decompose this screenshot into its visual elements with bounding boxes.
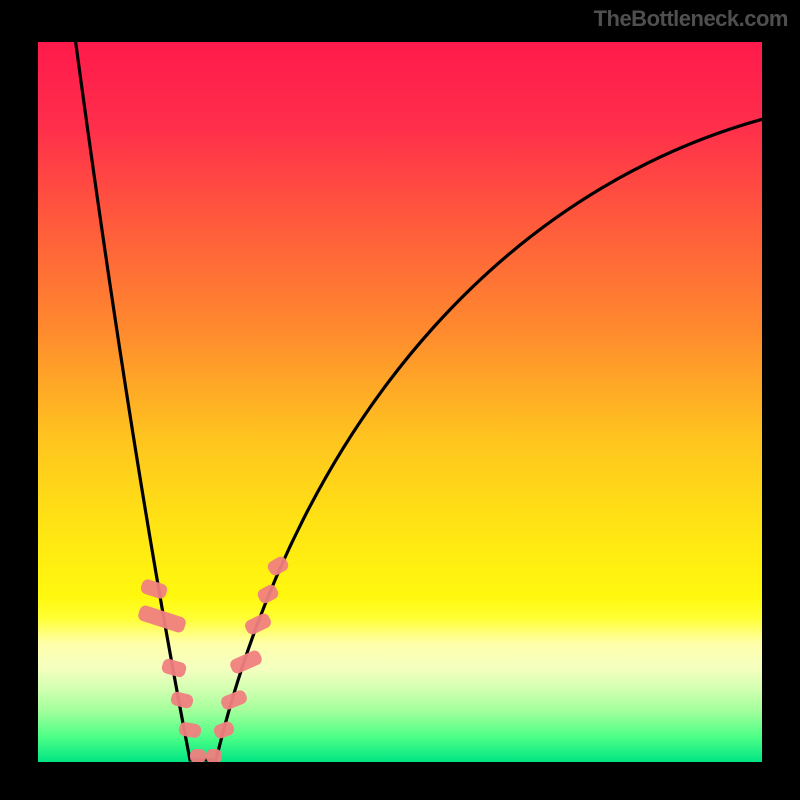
curve-marker [206, 749, 222, 763]
curve-marker [190, 749, 206, 763]
bottleneck-chart [0, 0, 800, 800]
chart-background-gradient [38, 42, 762, 762]
watermark-text: TheBottleneck.com [594, 6, 788, 32]
chart-container: TheBottleneck.com [0, 0, 800, 800]
